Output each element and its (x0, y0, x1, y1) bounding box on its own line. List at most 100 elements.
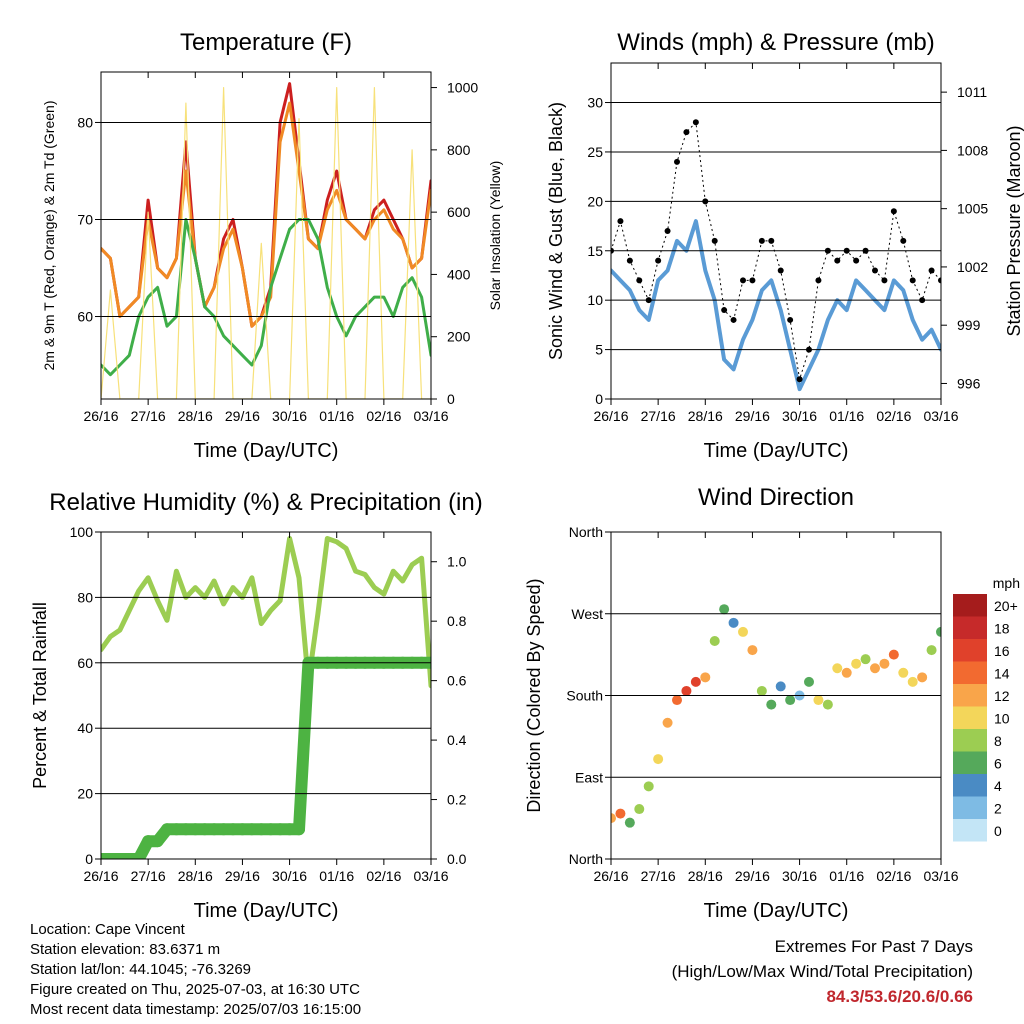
chart-panel-4: Wind DirectionNorthEastSouthWestNorth26/… (524, 484, 1020, 922)
plot-area (611, 119, 941, 392)
direction-point (832, 663, 843, 674)
y-tick-label: 25 (587, 144, 603, 160)
extremes-subtitle: (High/Low/Max Wind/Total Precipitation) (671, 962, 973, 981)
rain-point (283, 823, 296, 836)
speed-colorbar: mph 20+ 18 16 14 12 10 8 6 4 2 0 (953, 575, 1020, 842)
chart-panel-1: Temperature (F)6070800200400600800100026… (41, 29, 503, 462)
y-tick-label: East (575, 769, 603, 785)
gust-point (890, 208, 897, 215)
y-tick-label: 20 (587, 193, 603, 209)
direction-point (709, 636, 720, 646)
x-tick-label: 01/16 (829, 868, 864, 884)
gust-point (674, 158, 680, 165)
series-line (101, 536, 431, 689)
x-tick-label: 29/16 (225, 868, 260, 884)
direction-point (653, 754, 664, 765)
colorbar-swatch (953, 661, 987, 684)
gust-point (664, 228, 671, 234)
gust-point (815, 277, 822, 284)
direction-point (870, 663, 880, 674)
y2-tick-label: 1008 (957, 142, 988, 158)
chart-title: Wind Direction (698, 484, 854, 511)
info-elevation: Station elevation: 83.6371 m (30, 941, 221, 958)
rain-point (293, 823, 305, 836)
direction-point (936, 626, 941, 637)
direction-point (615, 808, 626, 819)
plot-frame (610, 62, 942, 400)
direction-point (785, 695, 796, 706)
x-tick-label: 03/16 (413, 868, 448, 884)
colorbar-label: 16 (994, 643, 1010, 659)
colorbar-label: 6 (994, 756, 1002, 772)
y2-tick-label: 1002 (957, 259, 988, 275)
colorbar-swatch (953, 819, 987, 842)
rain-point (208, 823, 221, 836)
direction-point (822, 699, 833, 710)
colorbar-label: 8 (994, 733, 1002, 749)
y2-axis-label: Station Pressure (Maroon) (1004, 125, 1024, 336)
plot-frame (100, 531, 432, 860)
colorbar-label: 18 (994, 621, 1010, 637)
x-tick-label: 01/16 (829, 408, 864, 424)
direction-point (804, 676, 814, 687)
y2-tick-label: 999 (957, 317, 981, 333)
x-tick-label: 28/16 (688, 868, 723, 884)
rain-point (179, 823, 192, 836)
y-tick-label: 60 (77, 655, 93, 671)
plot-area (611, 604, 941, 828)
extremes-title: Extremes For Past 7 Days (774, 937, 973, 956)
x-tick-label: 01/16 (319, 868, 354, 884)
y-axis-label: Direction (Colored By Speed) (524, 578, 544, 812)
direction-point (851, 658, 862, 669)
gust-point (721, 307, 728, 314)
y-tick-label: 80 (77, 114, 93, 130)
rain-point (227, 823, 239, 836)
chart-title: Relative Humidity (%) & Precipitation (i… (49, 489, 482, 516)
chart-panel-2: Winds (mph) & Pressure (mb) 0 5 10 15 20 25 30 9… (546, 29, 1024, 462)
x-tick-label: 30/16 (272, 868, 307, 884)
plot-frame (100, 71, 432, 400)
y2-tick-label: 600 (447, 204, 471, 220)
rain-point (264, 823, 277, 836)
y-tick-label: 40 (77, 720, 93, 736)
x-tick-label: 29/16 (225, 408, 260, 424)
direction-point (898, 667, 909, 678)
direction-point (907, 676, 918, 687)
colorbar-swatch (953, 751, 987, 774)
x-tick-label: 26/16 (83, 408, 118, 424)
rain-point (255, 823, 268, 836)
direction-point (766, 699, 777, 710)
y-axis-label: Percent & Total Rainfall (30, 602, 50, 789)
colorbar-label: 10 (994, 711, 1010, 727)
rain-point (217, 823, 230, 836)
series-line (101, 86, 431, 399)
x-tick-label: 30/16 (272, 408, 307, 424)
gust-point (636, 277, 643, 284)
y2-tick-label: 0.8 (447, 613, 467, 629)
x-tick-label: 02/16 (876, 408, 911, 424)
y-axis-label: 2m & 9m T (Red, Orange) & 2m Td (Green) (41, 101, 57, 371)
x-tick-label: 28/16 (178, 868, 213, 884)
direction-point (841, 667, 852, 678)
colorbar-label: 20+ (994, 598, 1018, 614)
rain-point (113, 853, 126, 859)
gust-point (787, 316, 794, 323)
rain-point (123, 853, 136, 859)
x-tick-label: 27/16 (131, 408, 166, 424)
direction-point (700, 672, 711, 683)
direction-point (728, 617, 739, 628)
chart-title: Winds (mph) & Pressure (mb) (617, 29, 934, 56)
y2-tick-label: 400 (447, 266, 471, 282)
y-tick-label: 70 (77, 211, 93, 227)
x-tick-label: 03/16 (923, 408, 958, 424)
y2-tick-label: 0.6 (447, 673, 467, 689)
x-tick-label: 30/16 (782, 868, 817, 884)
y-tick-label: 10 (587, 292, 603, 308)
x-tick-label: 26/16 (83, 868, 118, 884)
x-tick-label: 26/16 (593, 868, 628, 884)
rain-point (274, 823, 287, 836)
x-tick-label: 28/16 (178, 408, 213, 424)
x-tick-label: 02/16 (876, 868, 911, 884)
rain-point (189, 823, 202, 836)
series-line (611, 219, 941, 392)
